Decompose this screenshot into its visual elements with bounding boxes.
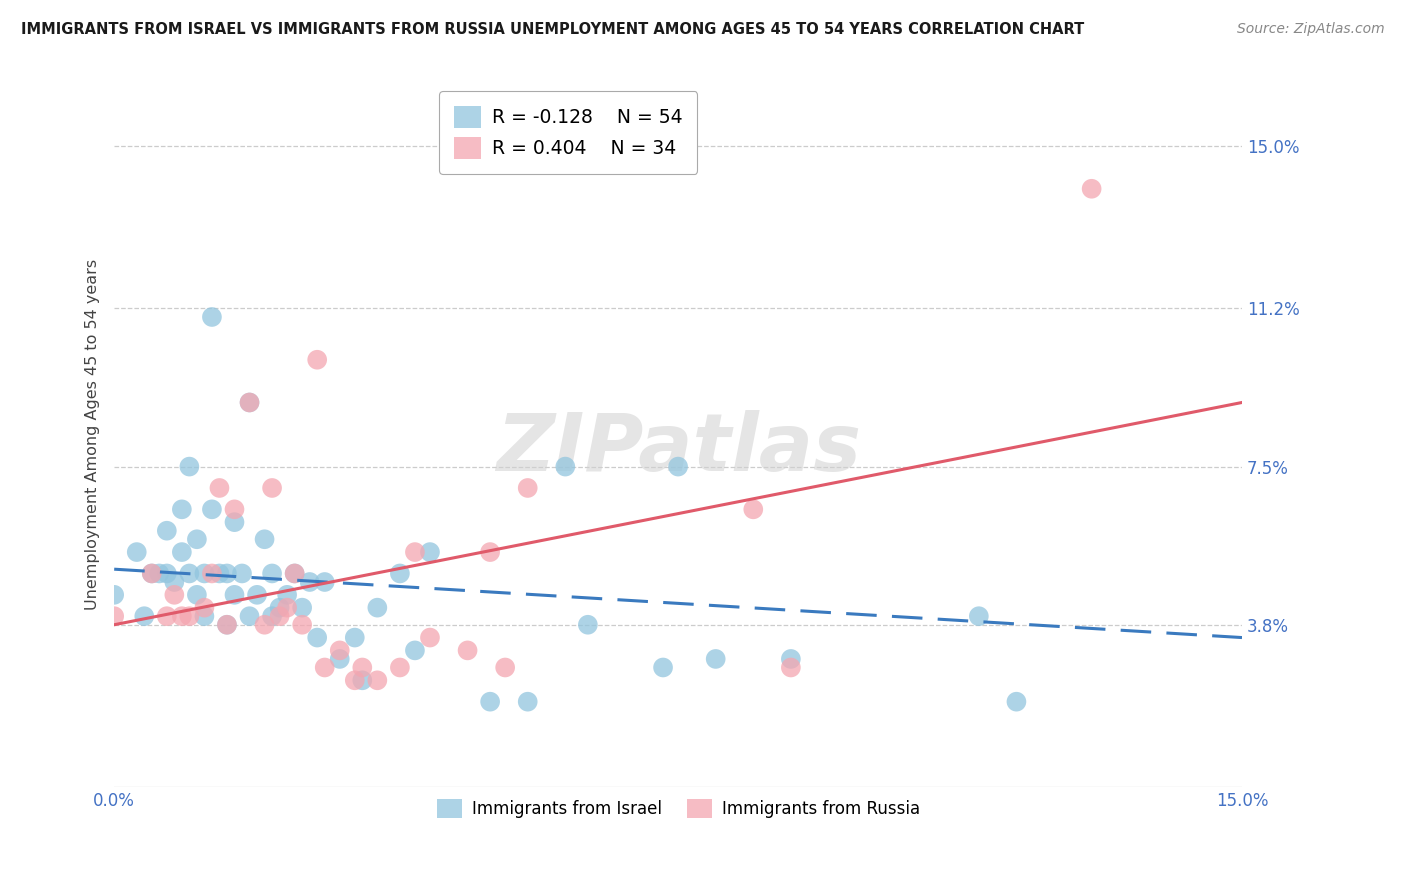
Point xyxy=(201,310,224,324)
Point xyxy=(224,515,246,529)
Point xyxy=(298,574,321,589)
Point xyxy=(186,533,208,547)
Point xyxy=(516,481,538,495)
Point xyxy=(291,600,314,615)
Point xyxy=(262,481,284,495)
Point xyxy=(419,631,441,645)
Point xyxy=(343,631,366,645)
Point xyxy=(291,617,314,632)
Point xyxy=(238,395,260,409)
Text: Source: ZipAtlas.com: Source: ZipAtlas.com xyxy=(1237,22,1385,37)
Point xyxy=(215,617,238,632)
Point xyxy=(193,566,215,581)
Point xyxy=(238,395,260,409)
Text: IMMIGRANTS FROM ISRAEL VS IMMIGRANTS FROM RUSSIA UNEMPLOYMENT AMONG AGES 45 TO 5: IMMIGRANTS FROM ISRAEL VS IMMIGRANTS FRO… xyxy=(21,22,1084,37)
Point xyxy=(238,609,260,624)
Point xyxy=(307,352,329,367)
Point xyxy=(1080,182,1102,196)
Point xyxy=(141,566,163,581)
Point xyxy=(352,660,374,674)
Point xyxy=(125,545,148,559)
Point xyxy=(314,574,336,589)
Point xyxy=(284,566,307,581)
Point xyxy=(179,609,201,624)
Point xyxy=(388,566,411,581)
Point xyxy=(170,502,193,516)
Point xyxy=(779,652,801,666)
Point xyxy=(170,545,193,559)
Point xyxy=(704,652,727,666)
Point xyxy=(134,609,156,624)
Point xyxy=(163,574,186,589)
Point xyxy=(314,660,336,674)
Point xyxy=(419,545,441,559)
Point xyxy=(404,545,426,559)
Point xyxy=(284,566,307,581)
Point xyxy=(652,660,675,674)
Point xyxy=(231,566,253,581)
Point xyxy=(186,588,208,602)
Point xyxy=(179,566,201,581)
Point xyxy=(141,566,163,581)
Point xyxy=(779,660,801,674)
Point xyxy=(307,631,329,645)
Point xyxy=(269,600,291,615)
Point xyxy=(404,643,426,657)
Point xyxy=(352,673,374,688)
Point xyxy=(262,609,284,624)
Point xyxy=(156,524,179,538)
Point xyxy=(576,617,599,632)
Point xyxy=(343,673,366,688)
Point xyxy=(179,459,201,474)
Point xyxy=(253,533,276,547)
Point xyxy=(246,588,269,602)
Point xyxy=(253,617,276,632)
Point xyxy=(666,459,689,474)
Point xyxy=(193,609,215,624)
Point xyxy=(201,566,224,581)
Text: ZIPatlas: ZIPatlas xyxy=(495,409,860,488)
Point xyxy=(156,566,179,581)
Point xyxy=(329,643,352,657)
Point xyxy=(224,588,246,602)
Point xyxy=(103,609,125,624)
Point xyxy=(366,673,388,688)
Point xyxy=(479,545,502,559)
Point xyxy=(163,588,186,602)
Point xyxy=(208,481,231,495)
Point xyxy=(193,600,215,615)
Point xyxy=(329,652,352,666)
Point xyxy=(208,566,231,581)
Point xyxy=(742,502,765,516)
Point xyxy=(366,600,388,615)
Point xyxy=(215,617,238,632)
Point xyxy=(479,695,502,709)
Point xyxy=(156,609,179,624)
Point xyxy=(276,600,298,615)
Point xyxy=(516,695,538,709)
Point xyxy=(388,660,411,674)
Point xyxy=(554,459,576,474)
Point xyxy=(103,588,125,602)
Legend: Immigrants from Israel, Immigrants from Russia: Immigrants from Israel, Immigrants from … xyxy=(430,792,927,825)
Y-axis label: Unemployment Among Ages 45 to 54 years: Unemployment Among Ages 45 to 54 years xyxy=(86,259,100,610)
Point xyxy=(457,643,479,657)
Point xyxy=(215,566,238,581)
Point xyxy=(269,609,291,624)
Point xyxy=(494,660,516,674)
Point xyxy=(148,566,170,581)
Point xyxy=(276,588,298,602)
Point xyxy=(967,609,990,624)
Point xyxy=(201,502,224,516)
Point xyxy=(1005,695,1028,709)
Point xyxy=(262,566,284,581)
Point xyxy=(170,609,193,624)
Point xyxy=(224,502,246,516)
